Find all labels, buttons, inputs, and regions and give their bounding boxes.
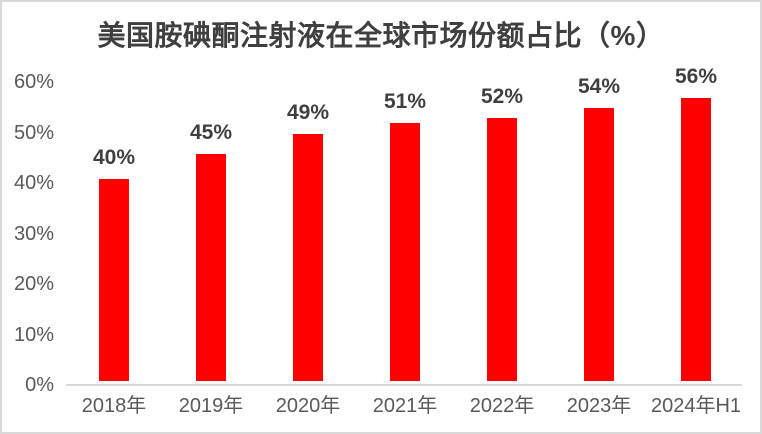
bar-value-label: 45% <box>189 120 233 144</box>
x-axis-line <box>66 384 742 386</box>
bar-2024年H1 <box>681 98 711 381</box>
y-axis-tick-label: 0% <box>25 374 54 396</box>
bar-value-label: 56% <box>674 65 718 89</box>
bar-value-label: 49% <box>286 100 330 124</box>
bar-2020年 <box>293 133 323 381</box>
y-axis-tick-label: 60% <box>13 71 54 93</box>
x-axis-tick-label: 2023年 <box>566 395 632 417</box>
y-axis-tick-label: 50% <box>13 121 54 144</box>
x-axis-tick-label: 2021年 <box>372 395 438 417</box>
bar-2018年 <box>99 179 129 381</box>
chart-title: 美国胺碘酮注射液在全球市场份额占比（%） <box>97 20 665 51</box>
bar-value-label: 54% <box>577 75 621 99</box>
x-axis-tick-label: 2020年 <box>275 395 341 417</box>
bar-value-label: 40% <box>92 146 136 169</box>
bar-2019年 <box>196 153 226 381</box>
y-axis-tick-label: 30% <box>13 222 54 245</box>
x-axis-tick-label: 2019年 <box>178 395 244 417</box>
bar-value-label: 51% <box>383 90 427 114</box>
x-axis-tick-label: 2024年H1 <box>650 395 742 417</box>
bar-2022年 <box>487 118 517 381</box>
y-axis-tick-label: 40% <box>13 172 54 194</box>
bar-2023年 <box>584 108 614 381</box>
y-axis-tick-label: 20% <box>13 273 54 295</box>
y-axis-tick-label: 10% <box>13 323 54 346</box>
bar-2021年 <box>390 123 420 381</box>
x-axis-tick-label: 2022年 <box>469 395 535 417</box>
bar-value-label: 52% <box>480 85 524 109</box>
x-axis-tick-label: 2018年 <box>81 395 147 417</box>
